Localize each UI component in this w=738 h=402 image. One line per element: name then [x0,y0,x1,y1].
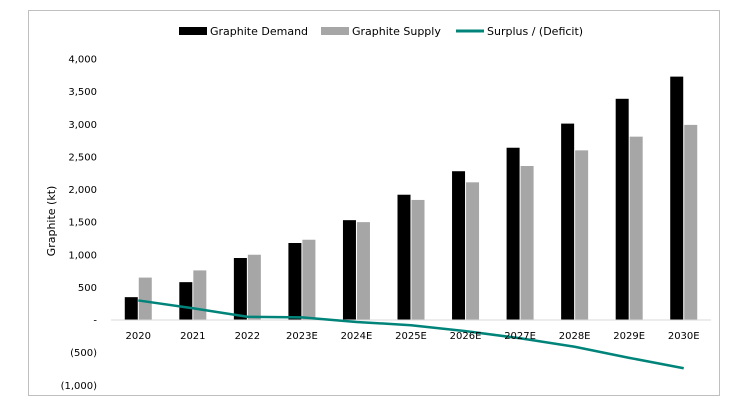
bar-demand-2028E [561,123,575,320]
bar-supply-2022 [247,254,261,320]
bar-demand-2020 [124,297,138,320]
y-tick-label: (1,000) [61,381,98,392]
bar-supply-2026E [466,182,480,320]
y-tick-label: 2,500 [68,152,97,163]
graphite-chart: Graphite Demand Graphite Supply Surplus … [45,25,711,392]
bar-demand-2030E [670,76,684,321]
bar-supply-2029E [629,136,643,320]
bar-demand-2029E [615,98,629,321]
bar-supply-2023E [302,239,316,320]
y-tick-label: 1,500 [68,218,97,229]
bar-demand-2023E [288,243,302,320]
legend-label-demand: Graphite Demand [210,25,308,38]
bar-supply-2028E [575,150,589,320]
bar-demand-2024E [342,220,356,320]
x-tick-label: 2027E [504,331,536,342]
bars [124,76,698,321]
chart-frame: Graphite Demand Graphite Supply Surplus … [28,10,720,396]
bar-supply-2030E [684,124,698,320]
bar-demand-2026E [452,171,466,320]
x-axis-ticks: 2020 2021 2022 2023E 2024E 2025E 2026E 2027E 202… [126,331,700,342]
x-tick-label: 2028E [559,331,591,342]
legend-swatch-demand [179,27,207,35]
bar-supply-2021 [193,270,207,320]
legend: Graphite Demand Graphite Supply Surplus … [179,25,583,38]
bar-supply-2027E [520,166,534,320]
x-tick-label: 2029E [613,331,645,342]
x-tick-label: 2026E [450,331,482,342]
x-tick-label: 2024E [341,331,373,342]
y-tick-label: - [93,316,97,327]
y-tick-label: (500) [70,348,97,359]
y-tick-label: 2,000 [68,185,97,196]
legend-swatch-supply [321,27,349,35]
bar-supply-2020 [138,277,152,320]
y-tick-label: 1,000 [68,250,97,261]
y-axis-ticks: 4,000 3,500 3,000 2,500 2,000 1,500 1,000 500 - (… [61,55,98,392]
x-tick-label: 2025E [395,331,427,342]
legend-label-surplus: Surplus / (Deficit) [487,25,583,38]
x-tick-label: 2030E [668,331,700,342]
y-tick-label: 500 [78,283,97,294]
y-tick-label: 3,500 [68,87,97,98]
legend-label-supply: Graphite Supply [352,25,441,38]
bar-demand-2027E [506,147,520,320]
bar-supply-2024E [356,222,370,320]
y-axis-title: Graphite (kt) [45,186,58,257]
x-tick-label: 2022 [235,331,260,342]
bar-demand-2025E [397,194,411,320]
x-tick-label: 2020 [126,331,151,342]
x-tick-label: 2021 [180,331,205,342]
y-tick-label: 4,000 [68,55,97,66]
bar-demand-2022 [233,258,247,320]
bar-supply-2025E [411,199,425,320]
x-tick-label: 2023E [286,331,318,342]
bar-demand-2021 [179,282,193,320]
surplus-line [138,299,684,370]
y-tick-label: 3,000 [68,120,97,131]
